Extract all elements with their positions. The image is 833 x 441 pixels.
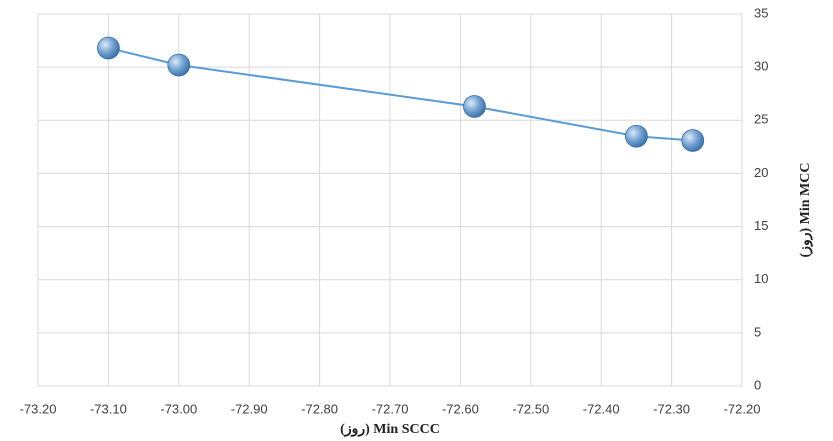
- point: [97, 36, 120, 60]
- series-line: [108, 47, 693, 142]
- x-tick-label: -72.80: [301, 401, 338, 416]
- point: [167, 53, 191, 77]
- x-tick-label: -73.10: [90, 401, 127, 416]
- x-tick-label: -72.90: [231, 401, 268, 416]
- y-tick-label: 15: [754, 218, 768, 233]
- y-axis-title: (روز) Min MCC: [798, 163, 813, 258]
- y-tick-label: 30: [754, 59, 768, 74]
- y-tick-label: 5: [754, 324, 761, 339]
- y-tick-label: 0: [754, 377, 761, 392]
- y-tick-label: 35: [754, 5, 768, 20]
- x-tick-label: -72.40: [583, 401, 620, 416]
- x-tick-label: -72.60: [442, 401, 479, 416]
- y-tick-label: 10: [754, 271, 768, 286]
- point: [463, 95, 486, 118]
- point: [681, 129, 705, 152]
- x-axis-title: (روز) Min SCCC: [340, 422, 440, 437]
- x-tick-label: -72.50: [512, 401, 549, 416]
- point: [625, 124, 648, 148]
- x-tick-label: -72.70: [372, 401, 409, 416]
- x-tick-label: -72.30: [653, 401, 690, 416]
- y-tick-label: 20: [754, 165, 768, 180]
- x-tick-label: -73.20: [20, 401, 57, 416]
- x-tick-label: -73.00: [160, 401, 197, 416]
- y-tick-label: 25: [754, 112, 768, 127]
- x-tick-label: -72.20: [724, 401, 761, 416]
